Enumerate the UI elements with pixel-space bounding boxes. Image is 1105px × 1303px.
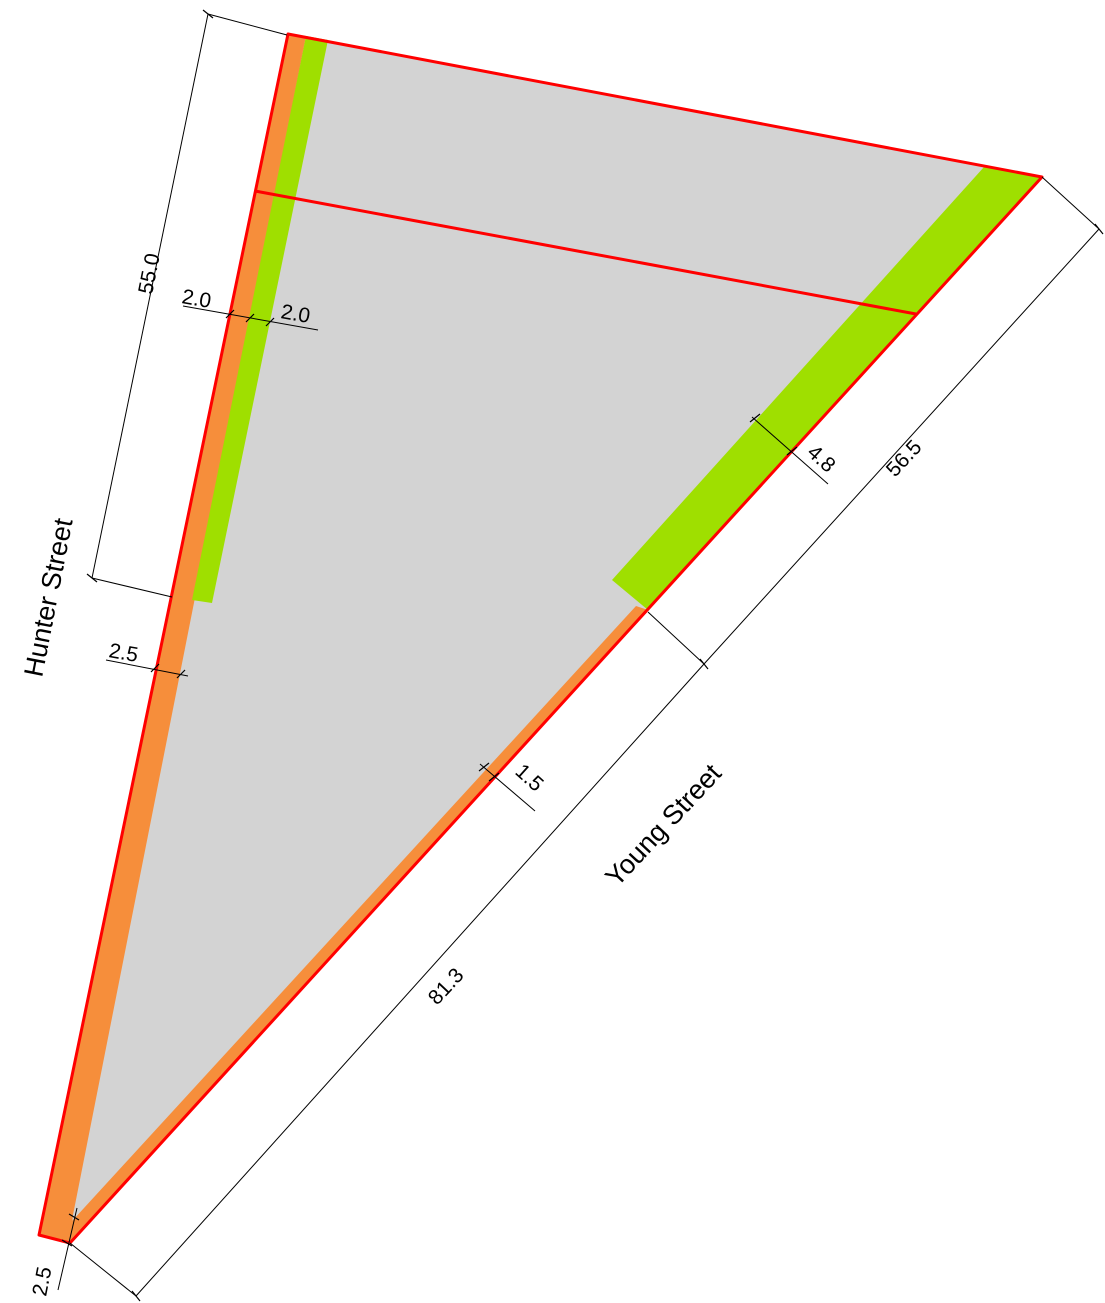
corner-setback-dimension <box>57 1207 80 1291</box>
young-setback-dimension <box>478 762 536 812</box>
hunter-street-setback-strip <box>39 34 306 1243</box>
dim-label-hunter-length: 55.0 <box>134 251 164 296</box>
dim-label-corner-setback: 2.5 <box>28 1265 56 1298</box>
hunter-length-dimension <box>86 9 288 598</box>
dim-label-hunter-setback-south: 2.5 <box>107 639 140 667</box>
young-street-setback-strip <box>62 606 648 1243</box>
hunter-south-setback-dimension <box>105 659 189 679</box>
street-label-young: Young Street <box>599 758 727 892</box>
young-north-length-dimension <box>647 176 1104 670</box>
dim-label-young-setback: 1.5 <box>511 760 548 797</box>
dim-label-hunter-setback-green: 2.0 <box>279 300 312 328</box>
dim-label-young-green-depth: 4.8 <box>803 441 840 478</box>
dim-label-hunter-setback-orange: 2.0 <box>180 285 213 313</box>
lot-division-line <box>254 189 917 316</box>
young-south-length-dimension <box>69 663 705 1302</box>
street-label-hunter: Hunter Street <box>18 515 78 679</box>
young-street-landscape-strip <box>612 167 1042 610</box>
hunter-setback-dimension <box>182 305 319 331</box>
site-area <box>39 34 1042 1243</box>
young-green-depth-dimension <box>749 413 829 485</box>
dim-label-young-south-length: 81.3 <box>424 964 469 1010</box>
dim-label-young-north-length: 56.5 <box>882 436 927 482</box>
